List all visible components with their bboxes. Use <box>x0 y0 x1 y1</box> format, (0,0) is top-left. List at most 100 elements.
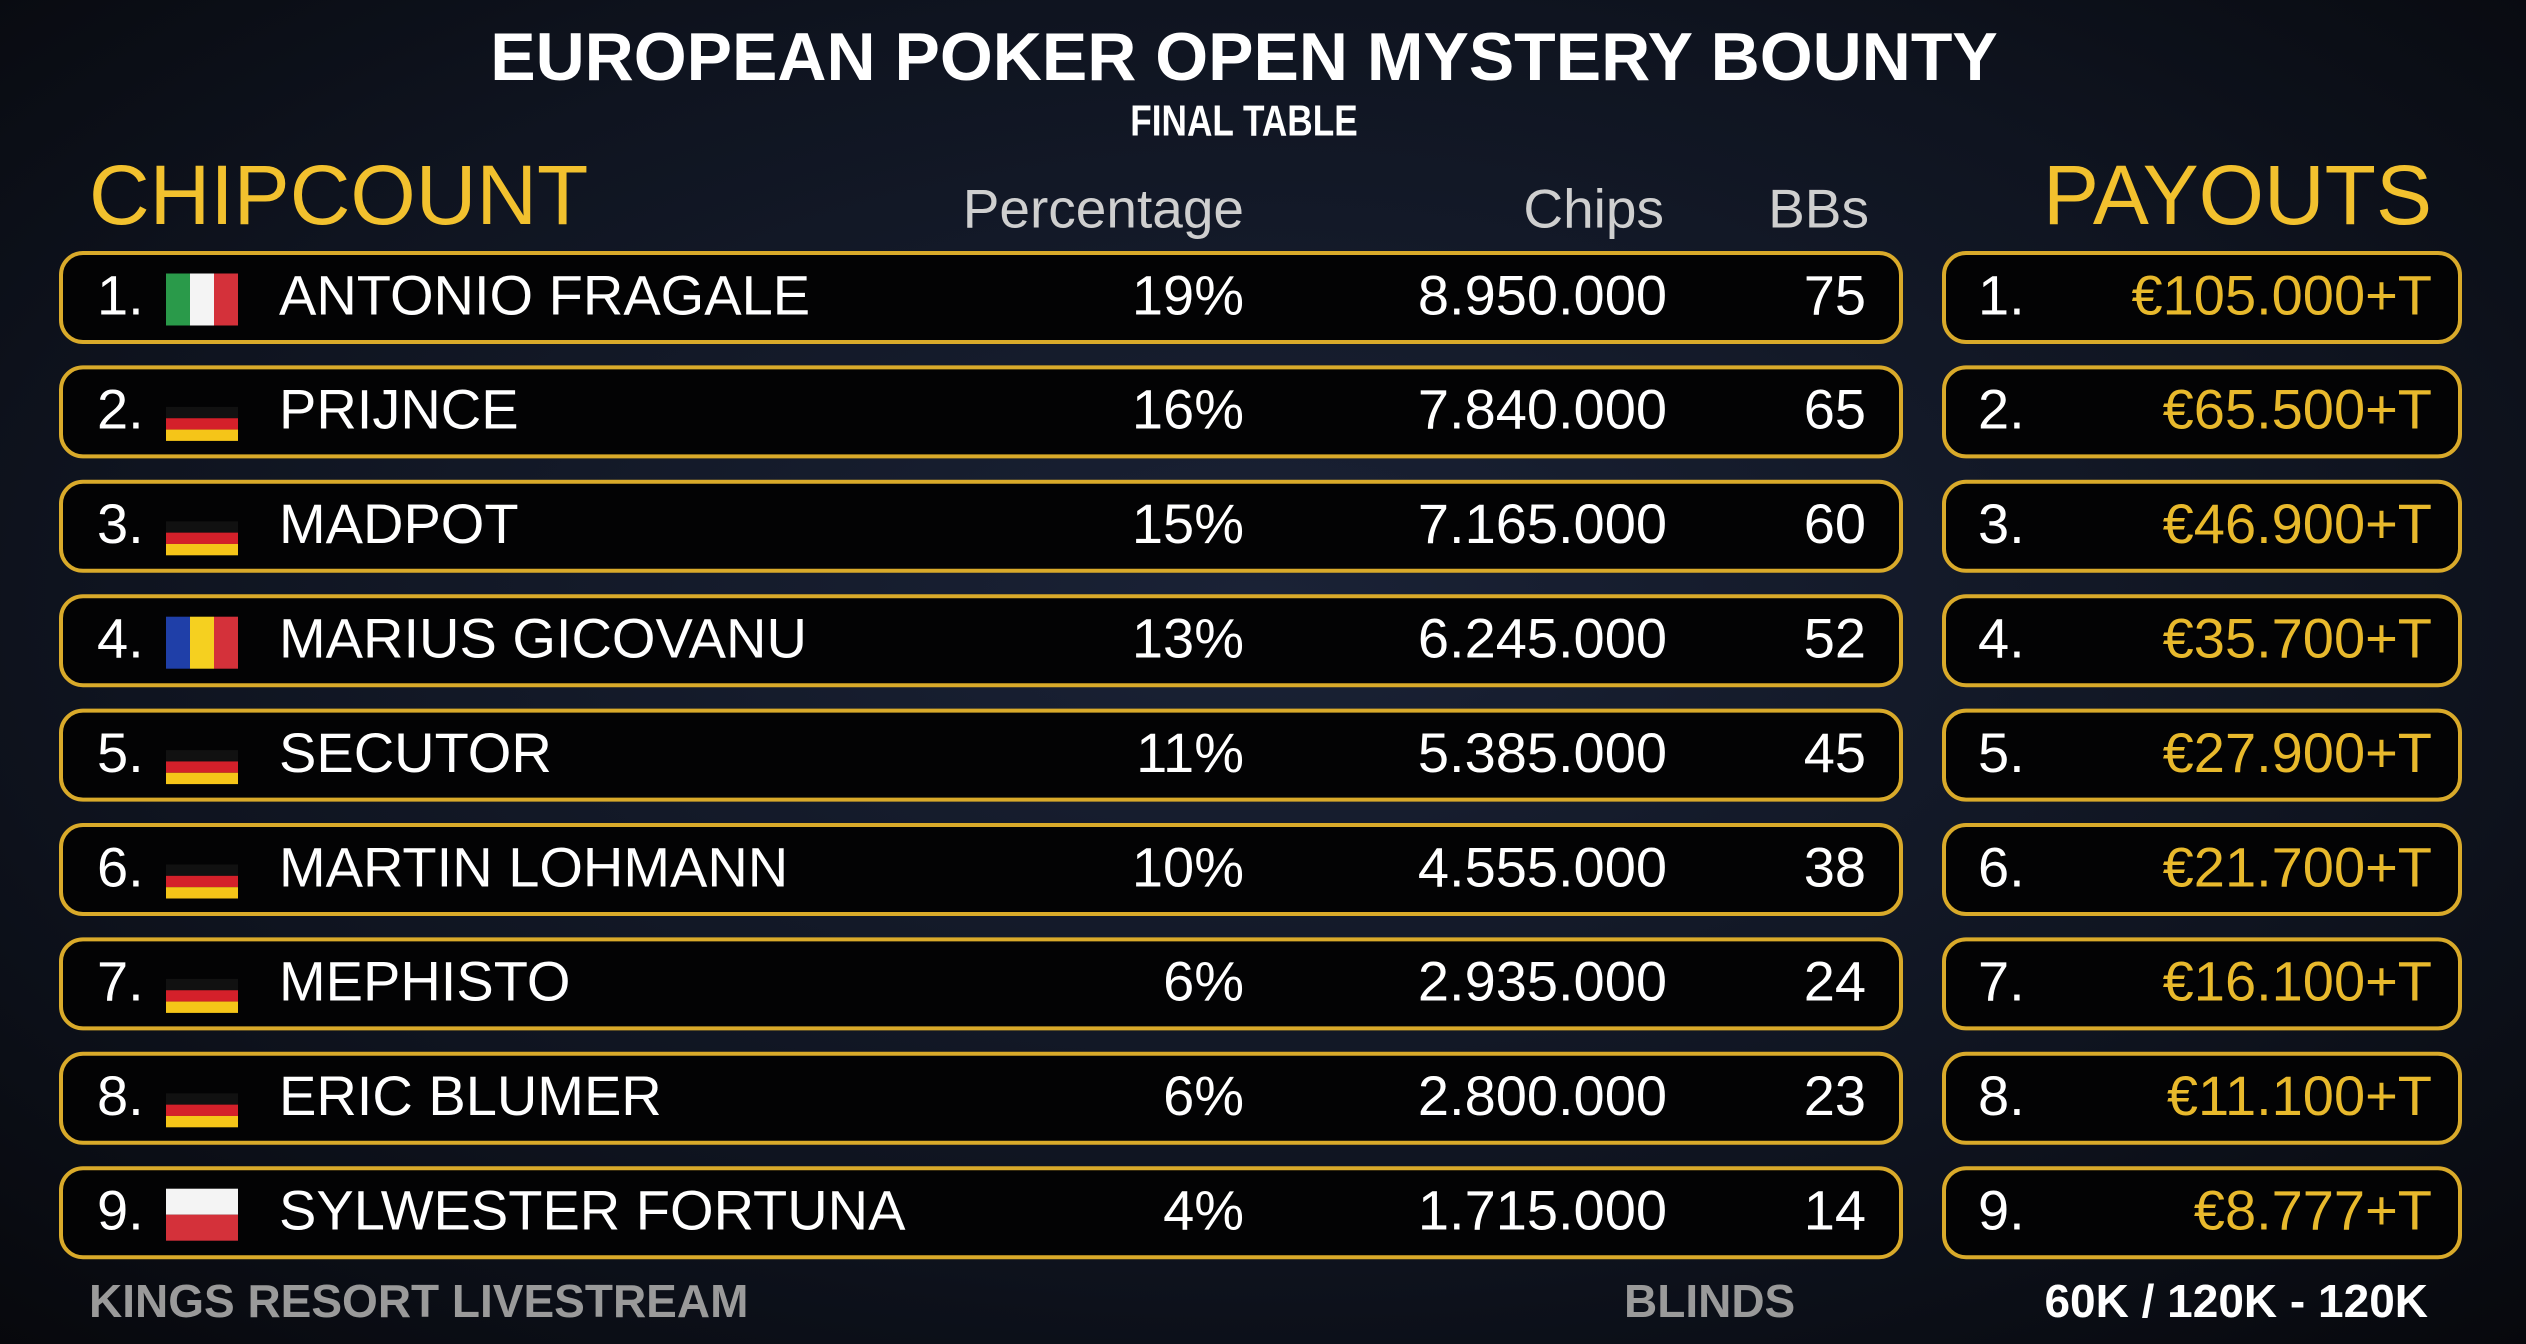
player-row: 1. ANTONIO FRAGALE 19% 8.950.000 75 <box>59 251 1903 344</box>
chips: 8.950.000 <box>1418 263 1667 326</box>
rows: 1. ANTONIO FRAGALE 19% 8.950.000 75 2. PRIJNCE… <box>59 251 2462 1260</box>
chips: 5.385.000 <box>1418 721 1667 784</box>
flag-stripe <box>166 1001 238 1013</box>
payout-rank: 5. <box>1978 721 2025 784</box>
payout-box <box>1942 823 2462 916</box>
chips-header: Chips <box>1523 178 1664 240</box>
rank: 2. <box>97 378 144 441</box>
percentage: 16% <box>1132 378 1244 441</box>
percentage: 10% <box>1132 835 1244 898</box>
flag-stripe <box>166 1214 238 1241</box>
flag-stripe <box>166 406 238 419</box>
title: EUROPEAN POKER OPEN MYSTERY BOUNTY <box>490 19 1998 95</box>
bbs: 60 <box>1804 492 1866 555</box>
payout-rank: 6. <box>1978 835 2025 898</box>
payout-box <box>1942 1051 2462 1145</box>
row-box <box>59 708 1903 802</box>
flag-stripe <box>190 616 214 669</box>
player-row: 7. MEPHISTO 6% 2.935.000 24 <box>59 937 1903 1031</box>
flag-stripe <box>166 750 238 762</box>
percentage: 19% <box>1132 263 1244 326</box>
payout-amount: €27.900+T <box>2163 721 2432 784</box>
flag-stripe <box>166 1188 238 1215</box>
payout-amount: €21.700+T <box>2163 835 2432 898</box>
flag-stripe <box>166 521 238 533</box>
bbs: 23 <box>1804 1064 1866 1127</box>
payout-amount: €35.700+T <box>2163 606 2432 669</box>
payout-rank: 3. <box>1978 492 2025 555</box>
flag-stripe <box>166 990 238 1002</box>
row-box <box>59 594 1903 688</box>
chips: 4.555.000 <box>1418 835 1667 898</box>
payout-box <box>1942 708 2462 802</box>
payout-box <box>1942 365 2462 459</box>
payout-amount: €8.777+T <box>2194 1178 2432 1241</box>
payout-box <box>1942 1166 2462 1260</box>
player-name: MEPHISTO <box>279 950 570 1013</box>
player-row: 5. SECUTOR 11% 5.385.000 45 <box>59 708 1903 802</box>
percentage: 4% <box>1163 1178 1244 1241</box>
player-name: SECUTOR <box>279 721 552 784</box>
payout-amount: €11.100+T <box>2167 1064 2432 1127</box>
flag-stripe <box>214 616 238 669</box>
rank: 3. <box>97 492 144 555</box>
rank: 5. <box>97 721 144 784</box>
flag-stripe <box>166 273 190 326</box>
payout-rank: 9. <box>1978 1178 2025 1241</box>
payout-row: 2. €65.500+T <box>1942 365 2462 459</box>
percentage-header: Percentage <box>963 178 1244 240</box>
player-name: MADPOT <box>279 492 519 555</box>
payout-row: 5. €27.900+T <box>1942 708 2462 802</box>
payout-box <box>1942 937 2462 1031</box>
payout-amount: €65.500+T <box>2163 378 2432 441</box>
payout-box <box>1942 594 2462 688</box>
percentage: 6% <box>1163 1064 1244 1127</box>
flag-stripe <box>166 616 190 669</box>
blinds-value: 60K / 120K - 120K <box>2044 1275 2428 1327</box>
payout-rank: 8. <box>1978 1064 2025 1127</box>
player-name: PRIJNCE <box>279 378 519 441</box>
flag-stripe <box>166 532 238 544</box>
player-row: 9. SYLWESTER FORTUNA 4% 1.715.000 14 <box>59 1166 1903 1260</box>
player-name: MARIUS GICOVANU <box>279 606 807 669</box>
chips: 2.935.000 <box>1418 950 1667 1013</box>
flag-stripe <box>166 978 238 991</box>
payout-rank: 1. <box>1978 263 2025 326</box>
row-box <box>59 479 1903 573</box>
payout-row: 9. €8.777+T <box>1942 1166 2462 1260</box>
payout-box <box>1942 479 2462 573</box>
bbs-header: BBs <box>1768 178 1869 240</box>
player-row: 3. MADPOT 15% 7.165.000 60 <box>59 479 1903 573</box>
row-box <box>59 823 1903 916</box>
chips: 2.800.000 <box>1418 1064 1667 1127</box>
flag-stripe <box>166 1093 238 1105</box>
payout-row: 3. €46.900+T <box>1942 479 2462 573</box>
blinds-label: BLINDS <box>1624 1275 1795 1327</box>
player-name: MARTIN LOHMANN <box>279 835 788 898</box>
chips: 6.245.000 <box>1418 606 1667 669</box>
flag-stripe <box>166 772 238 785</box>
rank: 4. <box>97 606 144 669</box>
bbs: 65 <box>1804 378 1866 441</box>
flag-stripe <box>166 1115 238 1128</box>
payout-box <box>1942 251 2462 344</box>
row-box <box>59 1051 1903 1145</box>
payout-row: 1. €105.000+T <box>1942 251 2462 344</box>
payout-rank: 7. <box>1978 950 2025 1013</box>
flag-stripe <box>166 543 238 556</box>
payout-amount: €16.100+T <box>2163 950 2432 1013</box>
payout-amount: €105.000+T <box>2132 263 2432 326</box>
payout-row: 7. €16.100+T <box>1942 937 2462 1031</box>
chips: 1.715.000 <box>1418 1178 1667 1241</box>
bbs: 38 <box>1804 835 1866 898</box>
percentage: 13% <box>1132 606 1244 669</box>
payout-row: 4. €35.700+T <box>1942 594 2462 688</box>
chips: 7.165.000 <box>1418 492 1667 555</box>
flag-stripe <box>166 1104 238 1116</box>
player-row: 4. MARIUS GICOVANU 13% 6.245.000 52 <box>59 594 1903 688</box>
chipcount-title: CHIPCOUNT <box>89 148 588 242</box>
footer-source: KINGS RESORT LIVESTREAM <box>89 1275 748 1327</box>
bbs: 14 <box>1804 1178 1866 1241</box>
